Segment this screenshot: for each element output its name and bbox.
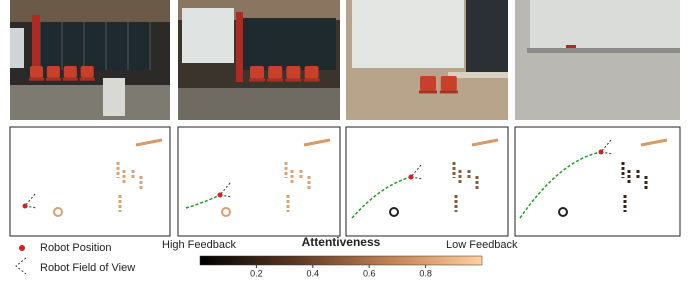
colorbar-low-label: Low Feedback <box>446 239 518 251</box>
window <box>242 18 336 70</box>
colorbar-tick-label: 0.2 <box>250 268 263 278</box>
colorbar-title: Attentiveness <box>302 235 381 249</box>
chair-seat <box>249 79 265 82</box>
robot-position <box>218 193 223 198</box>
legend-robot-marker <box>19 245 25 251</box>
chair-seat <box>46 78 61 81</box>
chair <box>30 66 43 78</box>
chair <box>268 66 282 79</box>
whiteboard <box>182 8 234 63</box>
photo-row <box>10 0 680 120</box>
chair-seat <box>29 78 44 81</box>
colorbar-tick-label: 0.4 <box>307 268 320 278</box>
chair-seat <box>285 79 301 82</box>
colorbar-ticks: 0.2 0.4 0.6 0.8 <box>250 265 432 278</box>
marker <box>566 45 576 48</box>
robot-position <box>409 175 414 180</box>
colorbar-tick-label: 0.8 <box>419 268 432 278</box>
chair <box>441 76 457 90</box>
chair <box>305 66 319 79</box>
chair <box>47 66 60 78</box>
chair-seat <box>419 90 437 93</box>
legend-fov-marker <box>16 258 26 274</box>
legend-label: Robot Position <box>40 242 112 254</box>
trash-can <box>103 78 125 116</box>
chair <box>250 66 264 79</box>
red-wall <box>236 12 243 82</box>
floor <box>178 88 340 120</box>
chair <box>64 66 77 78</box>
colorbar <box>200 256 482 265</box>
window <box>40 22 150 70</box>
whiteboard <box>530 0 680 48</box>
map-row <box>10 127 680 236</box>
table <box>448 72 508 78</box>
chair-seat <box>63 78 78 81</box>
chair-seat <box>440 90 458 93</box>
chair <box>420 76 436 90</box>
colorbar-high-label: High Feedback <box>162 239 236 251</box>
whiteboard <box>10 28 24 68</box>
legend-label: Robot Field of View <box>40 262 135 274</box>
chair-seat <box>267 79 283 82</box>
chair-seat <box>304 79 320 82</box>
chair <box>81 66 94 78</box>
chair-seat <box>80 78 95 81</box>
figure: Robot Position Robot Field of View High … <box>0 0 699 282</box>
chair <box>286 66 300 79</box>
colorbar-tick-label: 0.6 <box>363 268 376 278</box>
whiteboard <box>352 0 464 68</box>
ledge <box>527 48 680 53</box>
robot-position <box>599 150 604 155</box>
floor <box>10 85 170 120</box>
window <box>466 0 508 72</box>
robot-position <box>23 204 28 209</box>
